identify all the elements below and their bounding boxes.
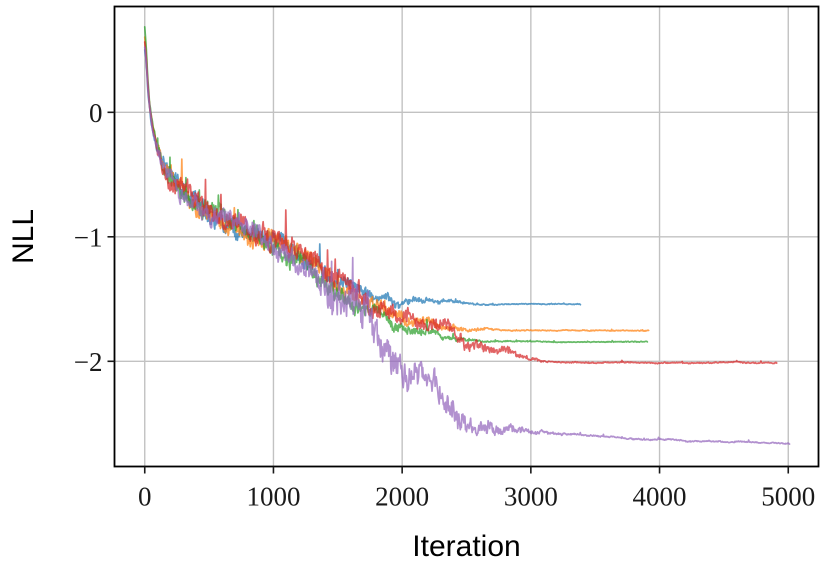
series-lines xyxy=(143,25,791,445)
x-tick-label-3000: 3000 xyxy=(504,482,558,512)
series-line-run-orange xyxy=(143,36,650,333)
y-tick-label--2: −2 xyxy=(74,347,103,377)
x-tick-label-0: 0 xyxy=(138,482,152,512)
y-tick-label--1: −1 xyxy=(74,222,103,252)
x-tick-label-2000: 2000 xyxy=(375,482,429,512)
series-line-run-green xyxy=(143,25,649,344)
axes-spines-and-ticks xyxy=(107,5,820,474)
series-line-run-blue xyxy=(143,48,582,309)
x-axis-label: Iteration xyxy=(412,530,520,563)
series-line-run-red xyxy=(143,41,778,365)
tick-labels: 0 1000 2000 3000 4000 5000 0 −1 −2 xyxy=(74,98,815,512)
y-axis-label: NLL xyxy=(7,209,40,264)
x-tick-label-4000: 4000 xyxy=(633,482,687,512)
gridlines xyxy=(114,6,819,467)
x-tick-label-1000: 1000 xyxy=(246,482,300,512)
series-line-run-purple xyxy=(143,46,791,445)
y-tick-label-0: 0 xyxy=(89,98,103,128)
x-tick-label-5000: 5000 xyxy=(761,482,815,512)
